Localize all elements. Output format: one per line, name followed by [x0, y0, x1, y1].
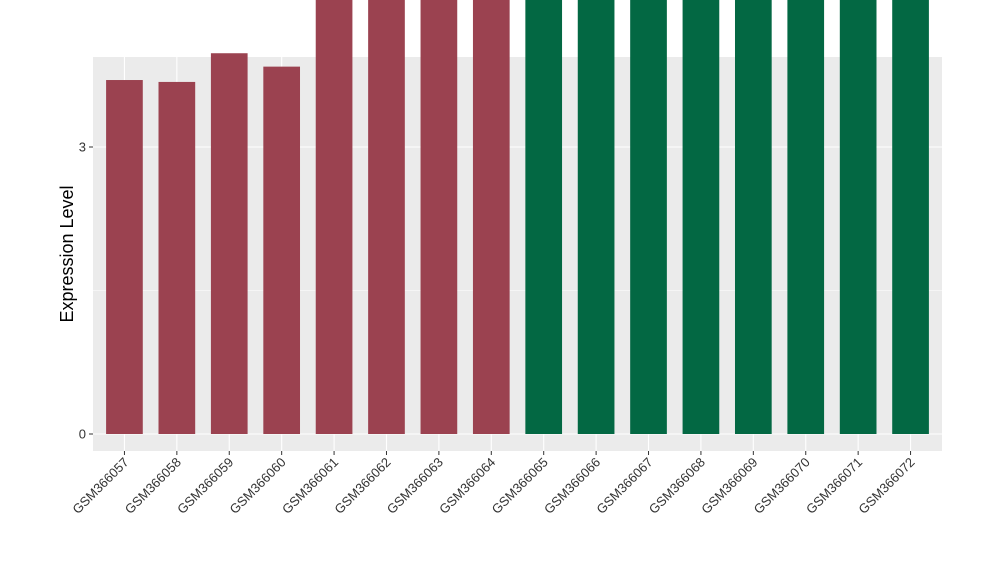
y-tick-label: 0 — [79, 427, 86, 442]
bar-GSM366062 — [368, 0, 405, 434]
bars — [106, 0, 929, 435]
bar-GSM366059 — [210, 53, 248, 434]
bar-GSM366057 — [106, 80, 143, 434]
bar-GSM366061 — [315, 0, 353, 434]
x-tick-label: GSM366072 — [855, 455, 917, 517]
y-axis: 0369 — [79, 139, 93, 442]
bar-GSM366067 — [630, 0, 667, 434]
x-axis: GSM366057GSM366058GSM366059GSM366060GSM3… — [69, 451, 918, 517]
bar-GSM366066 — [577, 0, 615, 434]
bar-GSM366063 — [420, 0, 458, 434]
bar-GSM366060 — [263, 66, 301, 434]
y-axis-title: Expression Level — [57, 185, 77, 322]
bar-GSM366068 — [682, 0, 720, 435]
bar-GSM366070 — [787, 0, 825, 434]
bar-GSM366069 — [734, 0, 772, 434]
bar-GSM366065 — [525, 0, 563, 434]
bar-GSM366072 — [892, 0, 929, 434]
y-tick-label: 3 — [79, 139, 86, 154]
bar-GSM366058 — [158, 81, 196, 435]
bar-GSM366071 — [839, 0, 877, 434]
bar-GSM366064 — [472, 0, 510, 434]
